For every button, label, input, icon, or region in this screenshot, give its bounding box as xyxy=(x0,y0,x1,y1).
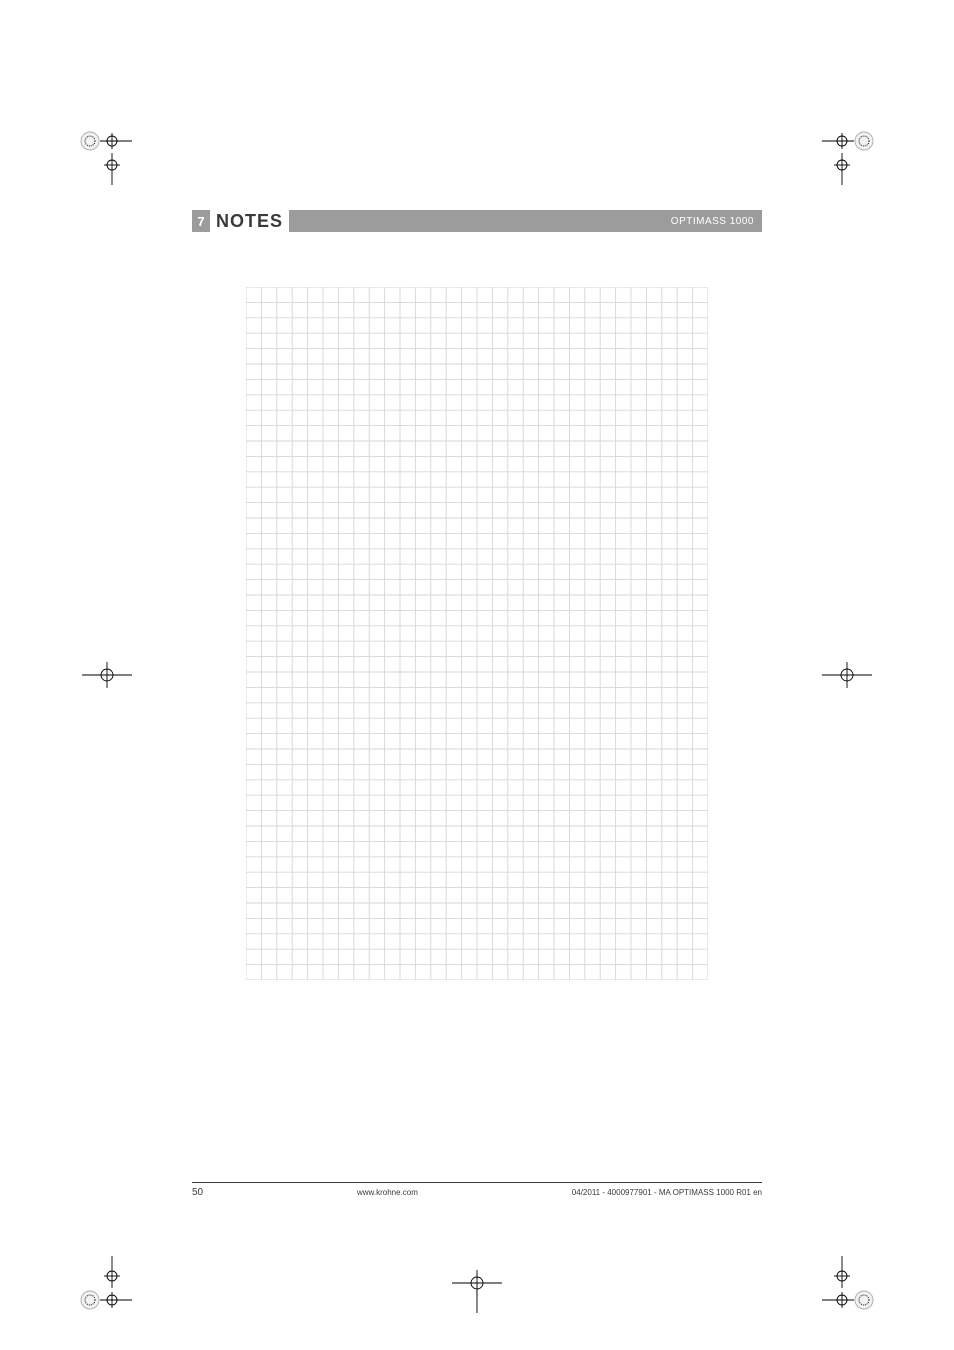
section-title: NOTES xyxy=(210,210,289,232)
section-number: 7 xyxy=(197,214,204,229)
header-bar-fill xyxy=(289,210,665,232)
registration-mark-mid-right xyxy=(812,640,882,710)
page-number: 50 xyxy=(192,1187,203,1198)
registration-mark-bottom-left xyxy=(72,1248,142,1318)
footer-rule xyxy=(192,1182,762,1183)
section-header-bar: 7 NOTES OPTIMASS 1000 xyxy=(192,210,762,232)
product-name: OPTIMASS 1000 xyxy=(665,210,762,232)
footer-doc-ref: 04/2011 - 4000977901 - MA OPTIMASS 1000 … xyxy=(572,1188,762,1197)
page-content: 7 NOTES OPTIMASS 1000 xyxy=(192,210,762,980)
registration-mark-top-right xyxy=(812,123,882,193)
page-footer: 50 www.krohne.com 04/2011 - 4000977901 -… xyxy=(192,1182,762,1198)
footer-website: www.krohne.com xyxy=(203,1188,572,1197)
registration-mark-mid-left xyxy=(72,640,142,710)
registration-mark-top-left xyxy=(72,123,142,193)
registration-mark-bottom-right xyxy=(812,1248,882,1318)
section-number-box: 7 xyxy=(192,210,210,232)
notes-grid xyxy=(246,287,708,980)
registration-mark-bottom-center xyxy=(442,1248,512,1318)
